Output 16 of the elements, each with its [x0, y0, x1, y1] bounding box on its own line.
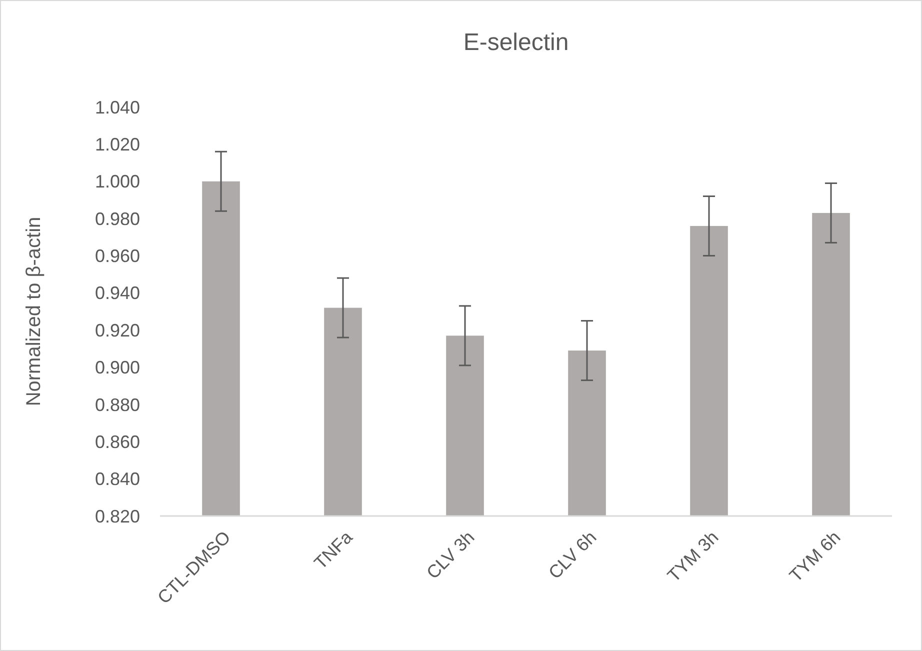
- y-tick-label: 0.960: [94, 246, 140, 266]
- y-tick-label: 1.040: [94, 97, 140, 118]
- y-tick-label: 0.940: [94, 283, 140, 304]
- y-tick-label: 1.000: [94, 172, 140, 192]
- y-tick-label: 0.840: [94, 469, 140, 490]
- y-tick-label: 0.880: [94, 394, 140, 415]
- chart-title: E-selectin: [463, 29, 569, 56]
- y-tick-label: 1.020: [94, 134, 140, 154]
- y-tick-label: 0.820: [94, 506, 140, 526]
- y-axis-title: Normalized to β-actin: [23, 216, 45, 406]
- y-tick-label: 0.920: [94, 320, 140, 340]
- y-tick-label: 0.900: [94, 358, 140, 378]
- x-tick-label: CLV 3h: [422, 527, 478, 583]
- y-tick-label: 0.860: [94, 432, 140, 452]
- x-tick-label: CLV 6h: [544, 527, 600, 583]
- y-tick-label: 0.980: [94, 208, 140, 229]
